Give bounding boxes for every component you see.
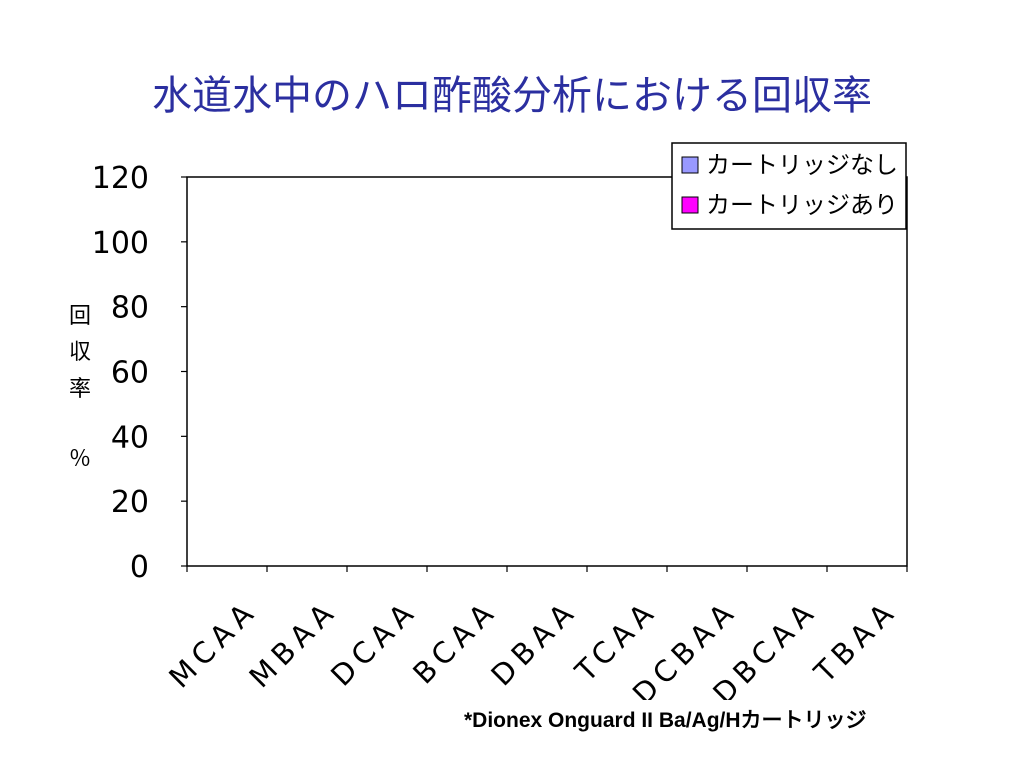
y-tick-labels: 0 20 40 60 80 100 120 bbox=[92, 161, 149, 585]
footnote: *Dionex Onguard II Ba/Ag/Hカートリッジ bbox=[464, 709, 867, 732]
legend-swatch bbox=[681, 156, 699, 174]
y-tick-label: 120 bbox=[92, 161, 149, 196]
y-tick-label: 60 bbox=[111, 356, 149, 391]
y-tick-label: 0 bbox=[130, 550, 149, 585]
legend-box bbox=[671, 142, 907, 230]
legend-label: カートリッジあり bbox=[706, 191, 898, 219]
plot-area bbox=[186, 176, 908, 567]
y-axis-label-char: 回 bbox=[69, 304, 91, 329]
legend-swatch bbox=[681, 196, 699, 214]
y-axis-label: 回収率 ％ bbox=[69, 304, 91, 472]
x-tick-label: TBAA bbox=[807, 593, 904, 690]
axes bbox=[181, 176, 908, 572]
x-tick-label: BCAA bbox=[406, 593, 504, 691]
y-tick-label: 80 bbox=[111, 291, 149, 326]
legend-label: カートリッジなし bbox=[706, 151, 898, 179]
y-axis-label-char: 率 bbox=[69, 377, 91, 402]
x-tick-label: DBAA bbox=[484, 593, 584, 693]
y-tick-label: 100 bbox=[92, 226, 149, 261]
x-tick-label: MCAA bbox=[162, 593, 264, 695]
y-tick-label: 40 bbox=[111, 420, 149, 455]
chart-title: 水道水中のハロ酢酸分析における回収率 bbox=[152, 73, 872, 119]
x-tick-label: MBAA bbox=[243, 593, 344, 694]
y-axis-label-char: 収 bbox=[69, 340, 91, 365]
x-tick-label: DCAA bbox=[324, 593, 424, 693]
y-axis-label-char: ％ bbox=[69, 447, 91, 472]
y-tick-label: 20 bbox=[111, 485, 149, 520]
